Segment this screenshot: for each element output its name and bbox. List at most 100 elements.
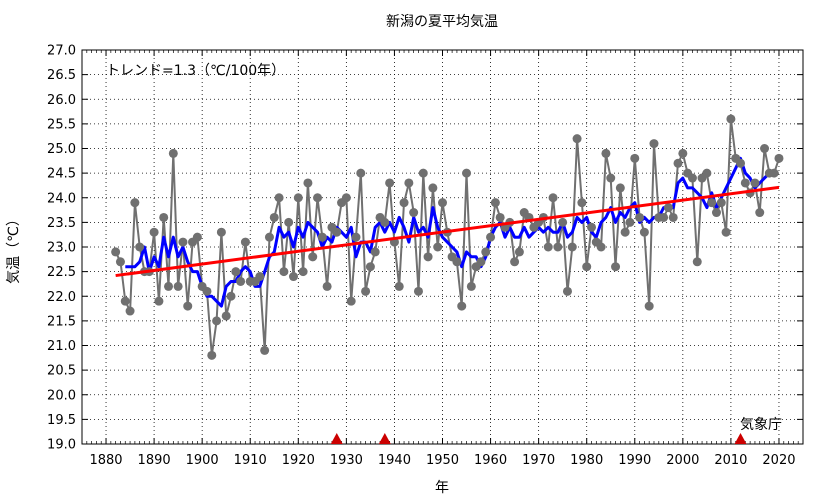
annual-data-point [721,227,731,237]
annual-data-point [279,267,289,277]
annual-data-point [587,222,597,232]
annual-data-point [486,232,496,242]
annual-data-point [457,301,467,311]
annual-data-point [567,242,577,252]
triangle-marker [330,433,343,444]
annual-data-point [418,168,428,178]
chart-title: 新潟の夏平均気温 [386,14,498,30]
annual-data-point [298,267,308,277]
annual-data-point [346,296,356,306]
annual-data-point [274,193,284,203]
annual-data-point [774,153,784,163]
annual-data-point [404,178,414,188]
annual-data-point [702,168,712,178]
annual-data-point [202,286,212,296]
annual-data-point [226,291,236,301]
annual-data-point [164,281,174,291]
y-tick-label: 24.5 [47,167,76,182]
annual-data-point [625,217,635,227]
annual-data-point [769,168,779,178]
annual-data-point [125,306,135,316]
annual-data-point [740,178,750,188]
x-tick-label: 1890 [138,453,171,468]
annual-data-point [495,212,505,222]
annual-data-point [572,134,582,144]
x-tick-label: 1900 [186,453,219,468]
annual-data-point [716,198,726,208]
annual-data-point [207,350,217,360]
annual-data-point [149,227,159,237]
annual-data-point [135,242,145,252]
annual-data-point [183,301,193,311]
x-tick-label: 1930 [330,453,363,468]
annual-data-point [606,173,616,183]
annual-data-point [433,242,443,252]
annual-data-point [173,281,183,291]
annual-data-point [221,311,231,321]
annual-data-point [668,212,678,222]
trend-annotation: トレンド=1.3（℃/100年） [106,63,285,79]
annual-data-point [490,198,500,208]
annual-data-point [673,158,683,168]
annual-data-point [462,168,472,178]
x-tick-label: 1910 [234,453,267,468]
annual-data-point [687,173,697,183]
annual-data-point [409,208,419,218]
annual-data-point [711,208,721,218]
annual-data-point [236,276,246,286]
y-tick-label: 23.5 [47,216,76,231]
y-tick-label: 20.5 [47,364,76,379]
annual-data-point [313,193,323,203]
y-tick-label: 21.0 [47,339,76,354]
x-tick-label: 1960 [474,453,507,468]
annual-data-point [760,144,770,153]
moving-average-line [125,156,771,308]
annual-data-point [370,247,380,257]
annual-data-point [365,262,375,272]
annual-data-point [178,237,188,247]
y-axis-label: 気温（℃） [6,212,22,284]
annual-data-point [750,178,760,188]
annual-data-point [678,148,688,158]
annual-data-point [356,168,366,178]
annual-data-point [558,217,568,227]
annual-data-point [663,203,673,213]
annual-data-point [577,198,587,208]
annual-data-point [130,198,140,208]
annual-data-point [322,281,332,291]
grid-lines [82,49,803,445]
annual-data-point [260,345,270,355]
x-tick-label: 1920 [282,453,315,468]
annual-data-point [620,227,630,237]
annual-data-point [308,252,318,262]
annual-data-point [707,198,717,208]
annual-data-point [659,212,669,222]
annual-data-point [120,296,130,306]
annual-data-point [615,183,625,193]
annual-data-point [413,286,423,296]
y-tick-label: 23.0 [47,241,76,256]
annual-data-point [341,193,351,203]
annual-data-point [601,148,611,158]
annual-data-point [755,208,765,218]
y-tick-label: 26.0 [47,93,76,108]
y-tick-label: 22.5 [47,265,76,280]
y-tick-label: 24.0 [47,191,76,206]
triangle-marker [734,433,747,444]
annual-data-point [543,242,553,252]
annual-data-point [596,242,606,252]
annual-data-point [481,247,491,257]
annual-data-point [736,158,746,168]
y-tick-label: 20.0 [47,388,76,403]
annual-data-point [293,193,303,203]
annual-data-point [231,267,241,277]
triangle-markers [330,433,747,444]
annual-data-point [269,212,279,222]
annual-data-point [240,237,250,247]
annual-data-point [361,286,371,296]
annual-data-point [466,281,476,291]
y-tick-label: 21.5 [47,314,76,329]
y-tick-label: 25.5 [47,117,76,132]
annual-data-point [192,232,202,242]
